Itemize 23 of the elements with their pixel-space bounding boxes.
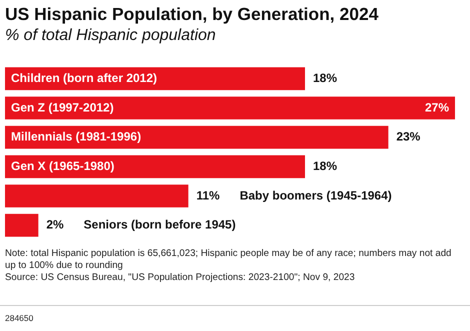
data-label: 23% <box>396 130 421 144</box>
bar <box>5 96 455 120</box>
data-label: 11% <box>196 188 220 202</box>
bar <box>5 155 305 178</box>
data-label: 2% <box>46 218 64 232</box>
y-tick-label: Seniors (born before 1945) <box>84 218 236 232</box>
chart-subtitle: % of total Hispanic population <box>5 27 216 45</box>
bar <box>5 214 38 237</box>
source-note: Source: US Census Bureau, "US Population Projections: 2023-2100"; Nov 9, 2023 <box>5 272 355 283</box>
bar <box>5 184 188 208</box>
text: Note: total Hispanic population is 65,661,023; Hispanic people may be of any race; numbers may not add up to 100% due to rounding <box>5 248 452 271</box>
bar <box>5 67 305 90</box>
data-label: 18% <box>313 158 338 173</box>
y-tick-label: Millennials (1981-1996) <box>11 130 142 144</box>
y-tick-label: Gen Z (1997-2012) <box>11 100 114 114</box>
y-tick-label: Baby boomers (1945-1964) <box>240 188 392 202</box>
y-tick-label: Children (born after 2012) <box>11 70 158 85</box>
bar <box>5 126 388 149</box>
data-label: 18% <box>313 70 338 85</box>
y-tick-label: Gen X (1965-1980) <box>11 158 114 173</box>
data-label: 27% <box>424 100 450 114</box>
chart-title: US Hispanic Population, by Generation, 2024 <box>5 4 378 25</box>
text: 284650 <box>5 313 34 323</box>
